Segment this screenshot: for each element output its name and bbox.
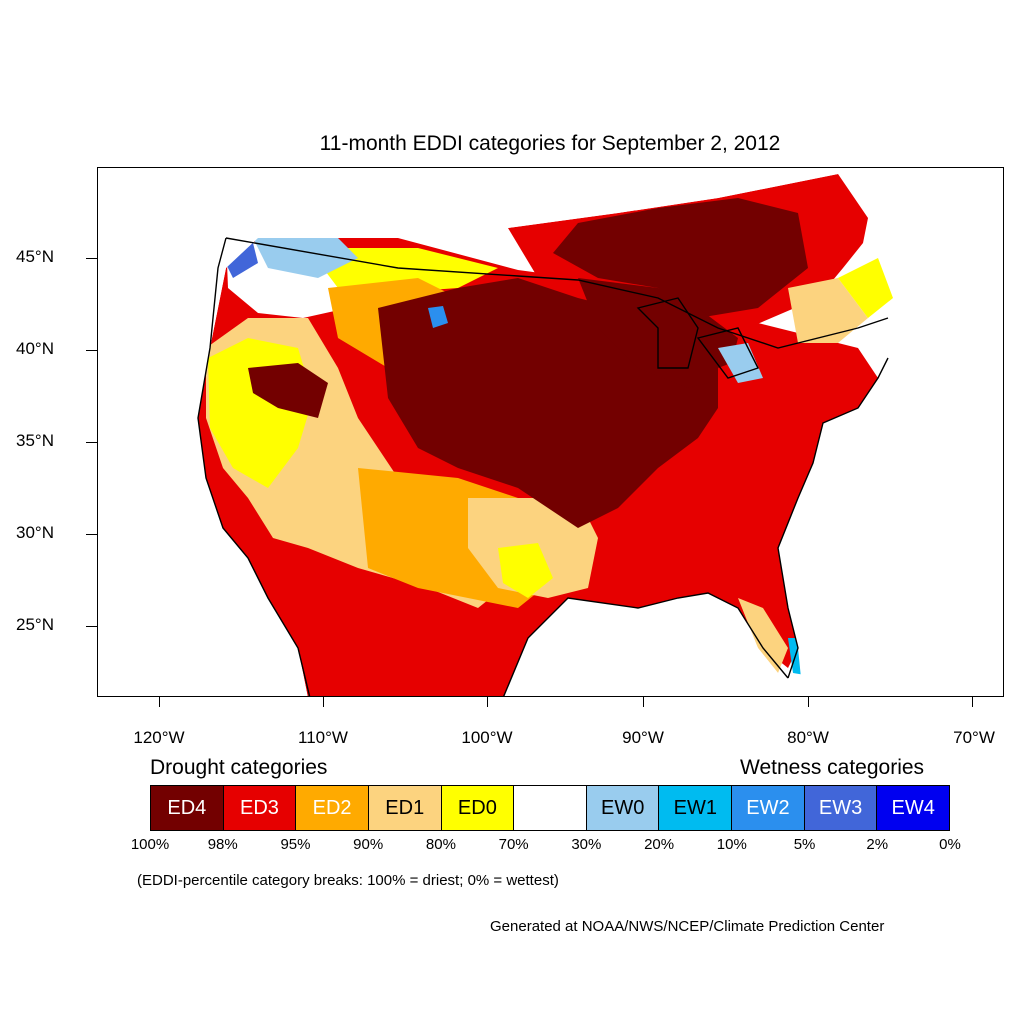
- lon-label: 80°W: [787, 728, 829, 747]
- north-margin: [226, 168, 1003, 268]
- lat-label: 35°N: [16, 431, 54, 450]
- credit-line: Generated at NOAA/NWS/NCEP/Climate Predi…: [490, 918, 885, 935]
- great-lakes: [636, 297, 759, 379]
- percentile-label: 2%: [866, 836, 889, 853]
- lat-tick: [86, 626, 97, 627]
- lon-label: 120°W: [133, 728, 185, 747]
- lat-label: 25°N: [16, 615, 54, 634]
- legend-swatch-ew1: EW1: [659, 786, 733, 830]
- map-title: 11-month EDDI categories for September 2…: [319, 132, 781, 155]
- lon-label: 100°W: [461, 728, 513, 747]
- percentile-label: 20%: [644, 836, 675, 853]
- lon-tick: [159, 697, 160, 707]
- lat-tick: [86, 258, 97, 259]
- pacific-ocean: [98, 168, 308, 696]
- lon-label: 90°W: [622, 728, 664, 747]
- percentile-label: 30%: [571, 836, 602, 853]
- legend-swatch-ew0: EW0: [586, 786, 660, 830]
- percentile-label: 5%: [793, 836, 816, 853]
- lon-label: 110°W: [298, 728, 348, 747]
- coastline-west: [197, 237, 311, 696]
- percentile-label: 95%: [280, 836, 311, 853]
- percentile-label: 98%: [207, 836, 238, 853]
- map-canvas: [98, 168, 1003, 696]
- category-note: (EDDI-percentile category breaks: 100% =…: [137, 872, 559, 889]
- wetness-heading: Wetness categories: [740, 756, 925, 779]
- legend-swatch-ed2: ED2: [296, 786, 369, 830]
- lon-tick: [643, 697, 644, 707]
- atlantic-ocean: [778, 398, 1003, 696]
- category-legend: ED4 ED3 ED2 ED1 ED0 EW0 EW1 EW2 EW3 EW4: [150, 785, 950, 831]
- percentile-label: 0%: [939, 836, 961, 853]
- legend-swatch-neutral: [514, 786, 587, 830]
- lon-tick: [323, 697, 324, 707]
- lat-label: 45°N: [16, 247, 54, 266]
- legend-swatch-ew2: EW2: [732, 786, 805, 830]
- lon-label: 70°W: [953, 728, 995, 747]
- drought-heading: Drought categories: [150, 756, 328, 779]
- coastline-gulf: [503, 592, 789, 696]
- lat-label: 30°N: [16, 523, 54, 542]
- lakes-wet: [718, 343, 763, 383]
- lat-tick: [86, 534, 97, 535]
- legend-swatch-ew4: EW4: [877, 786, 950, 830]
- coastlines-and-borders: [197, 237, 889, 696]
- lon-tick: [808, 697, 809, 707]
- lon-tick: [972, 697, 973, 707]
- us-canada-border: [225, 237, 889, 349]
- percentile-label: 70%: [498, 836, 529, 853]
- percentile-label: 90%: [353, 836, 384, 853]
- florida-ed1: [738, 598, 788, 673]
- east-ed3: [678, 338, 858, 568]
- northeast-ed1: [788, 278, 868, 343]
- great-basin-ed4: [248, 363, 328, 418]
- mexico-ed3: [303, 568, 478, 696]
- lon-tick: [487, 697, 488, 707]
- canada-ed4: [553, 198, 808, 318]
- lat-label: 40°N: [16, 339, 54, 358]
- legend-swatch-ew3: EW3: [804, 786, 878, 830]
- lat-tick: [86, 442, 97, 443]
- texas-ed0: [498, 543, 553, 598]
- legend-swatch-ed1: ED1: [368, 786, 442, 830]
- percentile-label: 10%: [716, 836, 747, 853]
- legend-swatch-ed4: ED4: [151, 786, 224, 830]
- yellowstone-wet: [428, 306, 448, 328]
- lat-tick: [86, 350, 97, 351]
- percentile-label: 80%: [425, 836, 456, 853]
- gulf-ocean: [503, 593, 797, 696]
- drought-map: [97, 167, 1004, 697]
- legend-swatch-ed0: ED0: [441, 786, 515, 830]
- coastline-east: [777, 357, 889, 679]
- percentile-label: 100%: [130, 836, 170, 853]
- legend-swatch-ed3: ED3: [223, 786, 297, 830]
- maine-ed0: [838, 258, 893, 318]
- nw-ew0: [248, 228, 358, 278]
- eddi-category-fill: [98, 168, 1003, 696]
